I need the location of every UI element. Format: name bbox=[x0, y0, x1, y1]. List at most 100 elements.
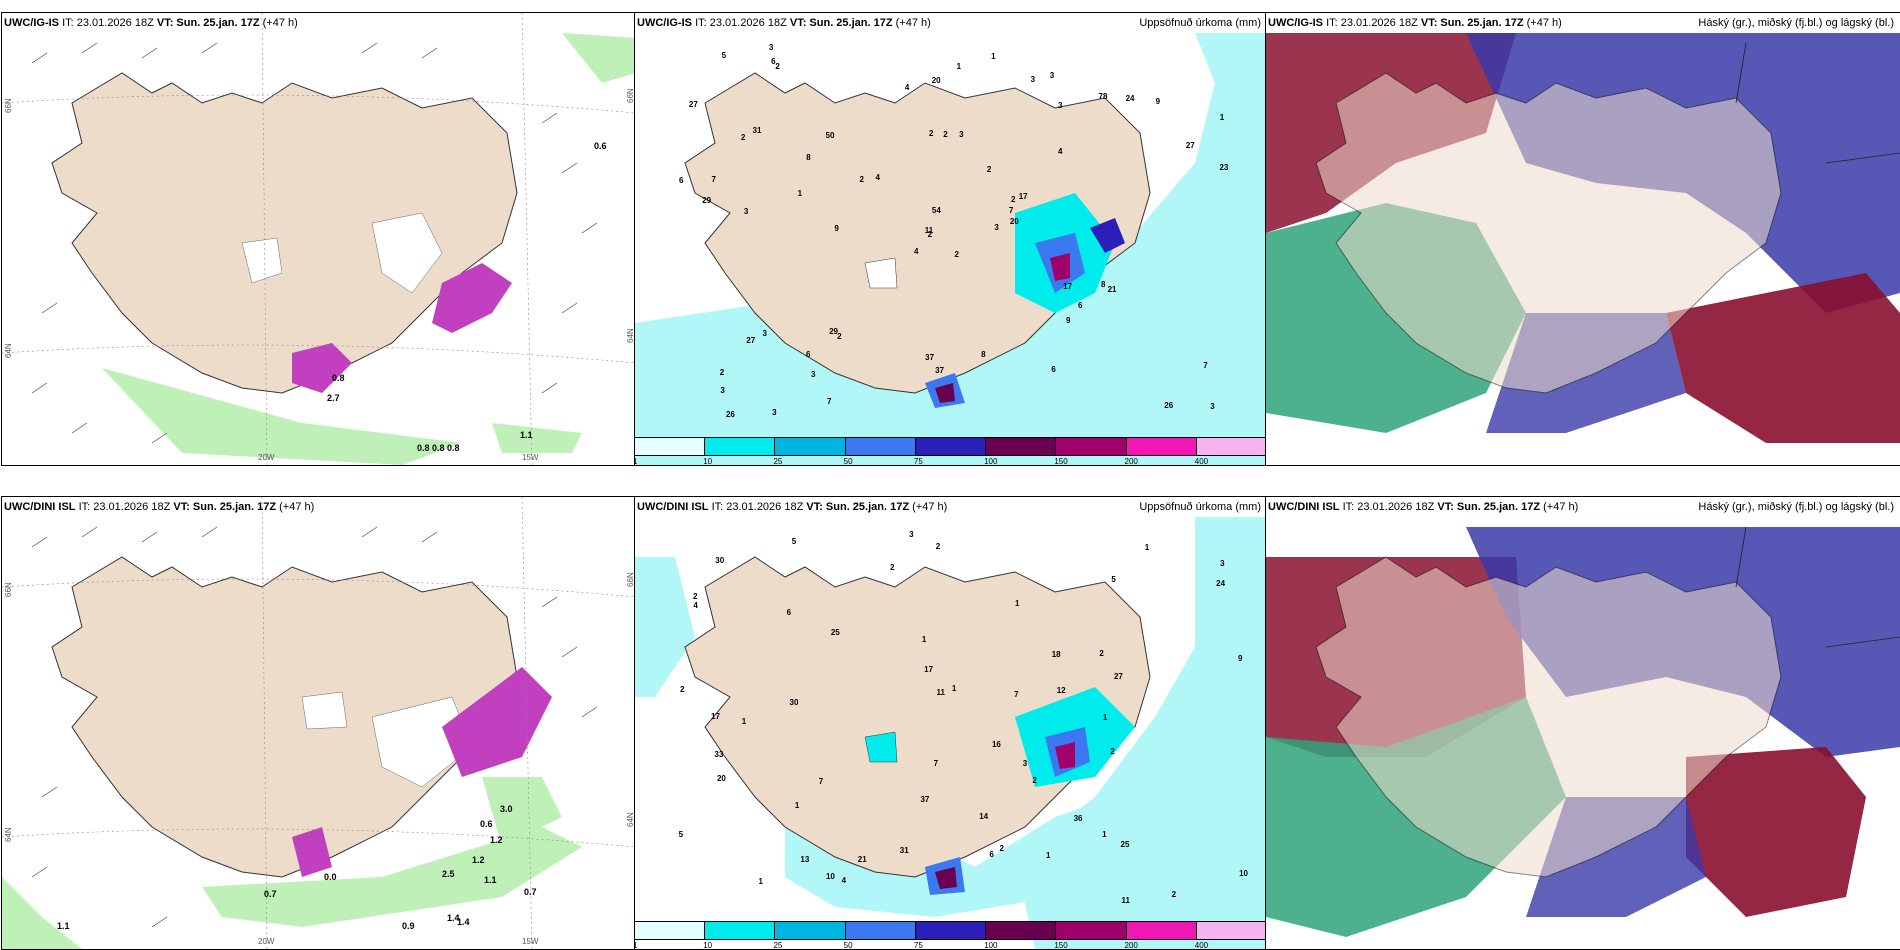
colorbar-tick: 100 bbox=[984, 941, 998, 950]
precip-map-igis bbox=[635, 13, 1267, 465]
precip-value: 37 bbox=[925, 353, 935, 363]
valid-time-label: VT: bbox=[156, 17, 174, 29]
precip-value: 9 bbox=[1065, 315, 1071, 325]
colorbar-tick: 150 bbox=[1054, 941, 1068, 950]
valid-time: Sun. 25.jan. 17Z bbox=[1456, 501, 1541, 513]
wind-value: 0.9 bbox=[402, 921, 415, 931]
precip-value: 4 bbox=[875, 172, 880, 182]
cloud-title: Háský (gr.), miðský (fj.bl.) og lágský (… bbox=[1698, 501, 1894, 513]
precip-value: 21 bbox=[1107, 284, 1117, 294]
precip-value: 3 bbox=[994, 223, 999, 233]
precip-value: 11 bbox=[1121, 896, 1130, 906]
colorbar-tick: 400 bbox=[1194, 457, 1209, 466]
wind-value: 1.2 bbox=[472, 855, 485, 865]
valid-time-label: VT: bbox=[173, 501, 190, 513]
precip-value: 8 bbox=[806, 152, 811, 162]
precip-value: 1 bbox=[1015, 598, 1020, 608]
precip-value: 7 bbox=[818, 777, 824, 786]
precip-value: 4 bbox=[1057, 146, 1063, 156]
lead-time: (+47 h) bbox=[262, 17, 298, 29]
precip-value: 31 bbox=[899, 846, 909, 856]
colorbar-cell: 25 bbox=[773, 921, 846, 949]
lon-label: 15W bbox=[522, 937, 539, 946]
precip-value: 6 bbox=[1051, 364, 1056, 374]
colorbar-cell: 400 bbox=[1195, 921, 1267, 949]
precip-value: 2 bbox=[740, 133, 746, 143]
precip-value: 54 bbox=[931, 205, 941, 215]
colorbar-tick: 1 bbox=[635, 457, 637, 465]
wind-value: 0.6 bbox=[594, 141, 607, 151]
panel-header: UWC/IG-IS IT: 23.01.2026 18Z VT: Sun. 25… bbox=[637, 17, 931, 29]
precip-value: 2 bbox=[719, 368, 725, 378]
colorbar-cell: 200 bbox=[1125, 921, 1197, 949]
precip-value: 37 bbox=[920, 795, 930, 805]
precip-value: 7 bbox=[933, 759, 939, 769]
panel-header: UWC/IG-IS IT: 23.01.2026 18Z VT: Sun. 25… bbox=[1268, 17, 1562, 29]
precip-value: 8 bbox=[981, 350, 986, 360]
precip-value: 9 bbox=[1237, 654, 1243, 664]
lead-time: (+47 h) bbox=[912, 501, 948, 513]
init-time: IT: 23.01.2026 18Z bbox=[711, 501, 804, 513]
colorbar-cell: 50 bbox=[844, 921, 916, 949]
precip-value: 3 bbox=[909, 530, 914, 540]
precip-value: 4 bbox=[693, 601, 698, 611]
precip-value: 4 bbox=[913, 246, 919, 256]
precip-panel-dini: UWC/DINI ISL IT: 23.01.2026 18Z VT: Sun.… bbox=[634, 496, 1268, 950]
panel-header: UWC/DINI ISL IT: 23.01.2026 18Z VT: Sun.… bbox=[1268, 501, 1578, 513]
precip-value: 2 bbox=[929, 129, 934, 139]
precip-value: 17 bbox=[711, 712, 720, 722]
init-time: IT: 23.01.2026 18Z bbox=[1342, 501, 1435, 513]
precip-value: 36 bbox=[1073, 813, 1083, 823]
lat-label: 64N bbox=[4, 827, 13, 842]
precip-value: 2 bbox=[693, 592, 698, 602]
precip-value: 11 bbox=[936, 688, 945, 698]
precip-value: 30 bbox=[715, 556, 725, 566]
wind-value: 1.1 bbox=[484, 875, 497, 885]
precip-value: 20 bbox=[931, 76, 941, 86]
precip-value: 24 bbox=[1216, 579, 1226, 589]
precip-value: 18 bbox=[1051, 649, 1061, 659]
precip-value: 3 bbox=[762, 328, 767, 338]
precip-value: 26 bbox=[725, 409, 735, 419]
precip-value: 23 bbox=[1219, 163, 1229, 173]
valid-time: Sun. 25.jan. 17Z bbox=[176, 17, 260, 29]
precip-value: 37 bbox=[935, 365, 944, 375]
wind-value: 2.5 bbox=[442, 869, 455, 879]
lon-label: 15W bbox=[522, 453, 539, 462]
colorbar-tick: 100 bbox=[984, 457, 998, 466]
precip-value: 3 bbox=[1210, 401, 1215, 411]
precip-value: 1 bbox=[797, 188, 803, 198]
wind-value: 2.7 bbox=[327, 393, 340, 403]
wind-precip-panel-dini: UWC/DINI ISL IT: 23.01.2026 18Z VT: Sun.… bbox=[1, 496, 637, 950]
precip-value: 14 bbox=[979, 812, 989, 822]
panel-header: UWC/DINI ISL IT: 23.01.2026 18Z VT: Sun.… bbox=[637, 501, 947, 513]
wind-value: 0.7 bbox=[524, 887, 537, 897]
colorbar-cell: 1 bbox=[635, 437, 706, 465]
precip-value: 7 bbox=[1014, 690, 1019, 700]
panel-header: UWC/IG-IS IT: 23.01.2026 18Z VT: Sun. 25… bbox=[4, 17, 298, 29]
colorbar-cell: 400 bbox=[1195, 437, 1267, 465]
colorbar-cell: 100 bbox=[984, 437, 1057, 465]
precip-value: 6 bbox=[771, 56, 776, 66]
wind-value: 0.8 bbox=[447, 443, 460, 453]
colorbar-tick: 50 bbox=[843, 457, 853, 466]
precip-colorbar: 1 10 25 50 75 100 150 200 400 bbox=[635, 437, 1267, 465]
precip-value: 2 bbox=[1171, 890, 1177, 900]
precip-value: 6 bbox=[678, 176, 684, 186]
precip-value: 25 bbox=[1120, 840, 1130, 850]
precip-value: 7 bbox=[1203, 361, 1208, 371]
lat-label: 64N bbox=[4, 343, 13, 358]
precip-value: 6 bbox=[989, 849, 994, 859]
colorbar-cell: 10 bbox=[703, 921, 776, 949]
wind-value: 1.1 bbox=[57, 921, 70, 931]
wind-value: 1.1 bbox=[520, 430, 533, 440]
precip-value: 2 bbox=[999, 843, 1004, 853]
precip-title: Uppsöfnuð úrkoma (mm) bbox=[1139, 17, 1261, 29]
colorbar-tick: 150 bbox=[1054, 457, 1068, 466]
lon-label: 20W bbox=[258, 453, 275, 462]
precip-value: 1 bbox=[741, 717, 747, 727]
valid-time-label: VT: bbox=[789, 17, 807, 29]
precip-value: 3 bbox=[1220, 559, 1225, 569]
precip-value: 9 bbox=[1155, 96, 1161, 106]
precip-value: 3 bbox=[1058, 101, 1063, 111]
